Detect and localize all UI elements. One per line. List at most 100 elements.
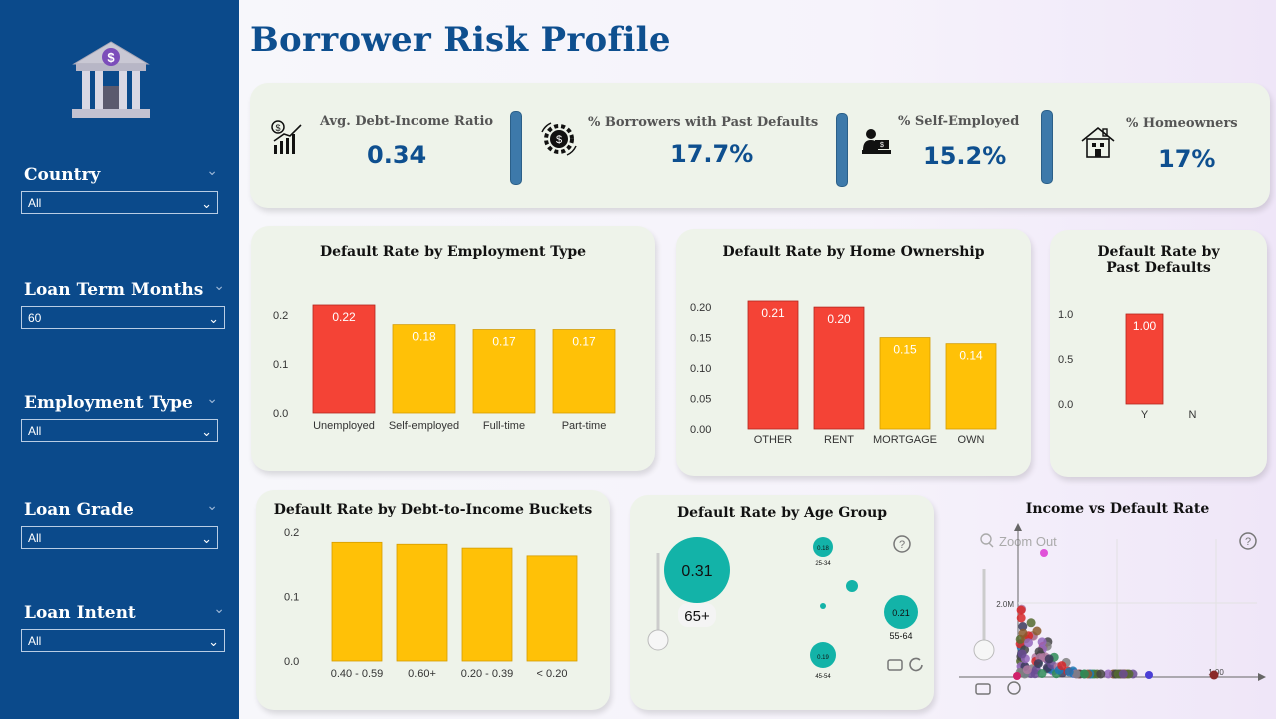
help-icon-glyph: ?	[899, 539, 905, 551]
bubble[interactable]	[813, 537, 833, 557]
scatter-point	[1030, 669, 1040, 679]
chevron-down-icon[interactable]: ⌄	[213, 278, 225, 294]
zoom-slider-handle[interactable]	[973, 639, 995, 661]
past-defaults-chart-card: Default Rate by Past Defaults 0.0 0.5 1.0 1…	[1050, 230, 1267, 477]
filter-loan-intent: Loan Intent ⌄ All ⌄	[21, 601, 225, 652]
bubble[interactable]	[846, 580, 858, 592]
chevron-down-icon[interactable]: ⌄	[213, 601, 225, 617]
y-tick-label: 0.10	[690, 363, 711, 375]
svg-text:$: $	[880, 142, 884, 149]
income-scatter-chart: Zoom Out ? 2.0M1.00	[959, 523, 1266, 695]
kpi-value: 17%	[1158, 145, 1216, 173]
chevron-down-icon: ⌄	[201, 424, 212, 439]
scatter-point	[1032, 626, 1042, 636]
age-group-chart: ? 0.31 65+ 0.18 25-34 0.21 55-64 0.19 45…	[647, 535, 923, 680]
filter-loan-grade: Loan Grade ⌄ All ⌄	[21, 498, 218, 549]
kpi-label: % Homeowners	[1126, 116, 1238, 131]
employment-type-chart: 0.0 0.1 0.2 0.22 Unemployed 0.18 Self-employed…	[273, 304, 616, 432]
filter-country: Country ⌄ All ⌄	[21, 163, 218, 214]
scatter-point	[1072, 669, 1082, 679]
x-tick-label: Part-time	[562, 420, 607, 432]
y-tick-label: 2.0M	[996, 600, 1014, 609]
y-tick-label: 1.0	[1058, 309, 1073, 321]
bar	[526, 555, 578, 662]
data-label: 0.14	[959, 349, 983, 363]
help-icon[interactable]	[893, 535, 911, 553]
svg-text:?: ?	[1245, 536, 1251, 548]
x-tick-label: OTHER	[754, 434, 793, 446]
bar	[396, 543, 448, 662]
y-tick-label: 0.1	[273, 359, 288, 371]
refresh-icon[interactable]	[909, 657, 923, 672]
x-tick-label: Full-time	[483, 420, 525, 432]
scatter-point	[1096, 669, 1106, 679]
scatter-point	[1209, 670, 1219, 680]
past-defaults-chart: 0.0 0.5 1.0 1.00 Y N	[1058, 309, 1197, 421]
zoom-out-label[interactable]: Zoom Out	[999, 534, 1057, 549]
filter-sidebar: $ Country ⌄ All ⌄ Loan Term Months ⌄ 60 ⌄ …	[0, 0, 239, 719]
fit-screen-icon[interactable]	[887, 659, 903, 671]
bar	[813, 306, 865, 430]
x-tick-label: < 0.20	[537, 668, 568, 680]
bubble[interactable]	[820, 603, 826, 609]
filter-employment-type: Employment Type ⌄ All ⌄	[21, 391, 218, 442]
kpi-divider	[836, 113, 848, 187]
y-tick-label: 0.2	[284, 527, 299, 539]
bubble[interactable]	[664, 537, 730, 603]
scatter-point	[1037, 637, 1047, 647]
x-tick-label: 0.20 - 0.39	[461, 668, 514, 680]
scatter-point	[1103, 669, 1113, 679]
data-label: 0.18	[412, 330, 436, 344]
kpi-divider	[1041, 110, 1053, 184]
scatter-point	[1118, 669, 1128, 679]
kpi-value: 15.2%	[923, 142, 1007, 170]
x-tick-label: 0.60+	[408, 668, 436, 680]
filter-label: Loan Grade	[24, 500, 134, 520]
svg-text:$: $	[107, 50, 115, 65]
data-label: 0.21	[761, 306, 785, 320]
kpi-card: $ Avg. Debt-Income Ratio 0.34 $ % Borrow…	[250, 83, 1270, 208]
bubble-group-label: 25-34	[815, 561, 831, 567]
chart-title: Default Rate by Past Defaults	[1097, 244, 1220, 276]
zoom-out-icon[interactable]	[980, 533, 992, 545]
page-title: Borrower Risk Profile	[250, 20, 671, 60]
chart-title: Default Rate by Age Group	[676, 505, 888, 521]
age-group-chart-card: Default Rate by Age Group ? 0.31 65+ 0.1…	[630, 495, 934, 710]
kpi-label: Avg. Debt-Income Ratio	[320, 114, 494, 129]
data-label: 0.20	[827, 312, 851, 326]
country-select[interactable]: All ⌄	[21, 191, 218, 214]
x-tick-label: RENT	[824, 434, 854, 446]
dashboard-main: Borrower Risk Profile $ Avg. Debt-Income…	[239, 0, 1276, 719]
bubble-tag	[678, 603, 716, 627]
y-tick-label: 0.0	[273, 408, 288, 420]
x-tick-label: OWN	[958, 434, 985, 446]
scatter-point	[1017, 649, 1027, 659]
bubble[interactable]	[810, 642, 836, 668]
gear-dollar-icon: $	[541, 122, 577, 156]
data-label: 0.22	[332, 310, 356, 324]
loan-intent-select[interactable]: All ⌄	[21, 629, 225, 652]
zoom-slider-handle[interactable]	[647, 629, 669, 651]
lasso-icon	[1007, 681, 1021, 695]
employment-type-select[interactable]: All ⌄	[21, 419, 218, 442]
x-tick-label: Unemployed	[313, 420, 375, 432]
scatter-point	[1057, 661, 1067, 671]
chevron-down-icon[interactable]: ⌄	[206, 391, 218, 407]
bubble-label: 0.31	[681, 563, 712, 580]
chevron-down-icon[interactable]: ⌄	[206, 498, 218, 514]
bubble-group-label: 55-64	[889, 631, 912, 641]
chart-title: Income vs Default Rate	[1025, 501, 1210, 517]
bar	[331, 541, 383, 662]
bar	[461, 547, 513, 662]
x-tick-label: 0.40 - 0.59	[331, 668, 384, 680]
filter-label: Country	[24, 165, 101, 185]
chevron-down-icon[interactable]: ⌄	[206, 163, 218, 179]
help-icon[interactable]	[1239, 532, 1257, 550]
filter-label: Loan Term Months	[24, 280, 204, 300]
chevron-down-icon: ⌄	[201, 196, 212, 211]
scatter-point	[1018, 622, 1028, 631]
employment-type-chart-card: Default Rate by Employment Type 0.0 0.1 0.…	[251, 226, 655, 471]
bubble[interactable]	[884, 595, 918, 629]
loan-term-select[interactable]: 60 ⌄	[21, 306, 225, 329]
loan-grade-select[interactable]: All ⌄	[21, 526, 218, 549]
